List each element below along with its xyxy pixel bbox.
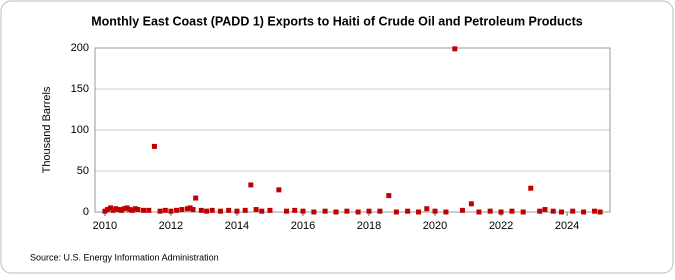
point [333, 209, 339, 215]
point [597, 209, 603, 215]
point [135, 207, 141, 213]
y-tick-label: 150 [71, 83, 89, 95]
point [190, 207, 196, 213]
point [118, 207, 124, 213]
point [151, 143, 157, 149]
point [520, 209, 526, 215]
point [242, 207, 248, 213]
point [355, 209, 361, 215]
point [528, 185, 534, 191]
source: Source: U.S. Energy Information Administ… [30, 252, 219, 262]
point [267, 207, 273, 213]
point [204, 208, 210, 214]
frame [0, 0, 674, 274]
point [537, 208, 543, 214]
plot-area [94, 47, 611, 213]
point [509, 208, 515, 214]
y-tick-label: 100 [71, 124, 89, 136]
point [102, 208, 108, 214]
y-tick-label: 0 [83, 206, 89, 218]
point [226, 207, 232, 213]
point [187, 205, 193, 211]
point [162, 207, 168, 213]
point [234, 208, 240, 214]
point [459, 207, 465, 213]
point [209, 207, 215, 213]
x-tick-label: 2014 [225, 220, 249, 232]
point [248, 182, 254, 188]
point [276, 187, 282, 193]
point [386, 193, 392, 199]
point [476, 209, 482, 215]
point [432, 208, 438, 214]
x-tick-label: 2012 [159, 220, 183, 232]
point [179, 207, 185, 213]
point [468, 201, 474, 207]
point [113, 206, 119, 212]
y-axis-label: Thousand Barrels [41, 86, 53, 173]
point [558, 209, 564, 215]
point [300, 208, 306, 214]
point [498, 209, 504, 215]
point [377, 208, 383, 214]
y-tick-label: 200 [71, 42, 89, 54]
point [253, 207, 259, 213]
point [105, 207, 111, 213]
x-tick-label: 2018 [357, 220, 381, 232]
point [344, 208, 350, 214]
point [141, 207, 147, 213]
point [405, 208, 411, 214]
x-tick-label: 2024 [555, 220, 579, 232]
point [542, 207, 548, 213]
point [157, 208, 163, 214]
point [174, 207, 180, 213]
point [193, 195, 199, 201]
point [393, 209, 399, 215]
point [124, 205, 130, 211]
point [283, 208, 289, 214]
point [127, 207, 133, 213]
point [550, 208, 556, 214]
point [198, 207, 204, 213]
point [424, 206, 430, 212]
point [110, 207, 116, 213]
x-tick-label: 2016 [291, 220, 315, 232]
point [259, 208, 265, 214]
x-tick-label: 2020 [423, 220, 447, 232]
point [132, 206, 138, 212]
point [184, 206, 190, 212]
point [570, 208, 576, 214]
point [168, 208, 174, 214]
point [217, 208, 223, 214]
point [116, 207, 122, 213]
chart-title: Monthly East Coast (PADD 1) Exports to H… [91, 14, 583, 28]
point [129, 207, 135, 213]
point [108, 205, 114, 211]
point [322, 208, 328, 214]
point [416, 209, 422, 215]
point [311, 209, 317, 215]
point [146, 207, 152, 213]
point [121, 206, 127, 212]
x-tick-label: 2022 [489, 220, 513, 232]
point [487, 208, 493, 214]
point [366, 208, 372, 214]
x-tick-label: 2010 [93, 220, 117, 232]
point [443, 209, 449, 215]
point [292, 207, 298, 213]
point [591, 208, 597, 214]
point [581, 209, 587, 215]
y-tick-label: 50 [77, 165, 89, 177]
point [452, 46, 458, 52]
